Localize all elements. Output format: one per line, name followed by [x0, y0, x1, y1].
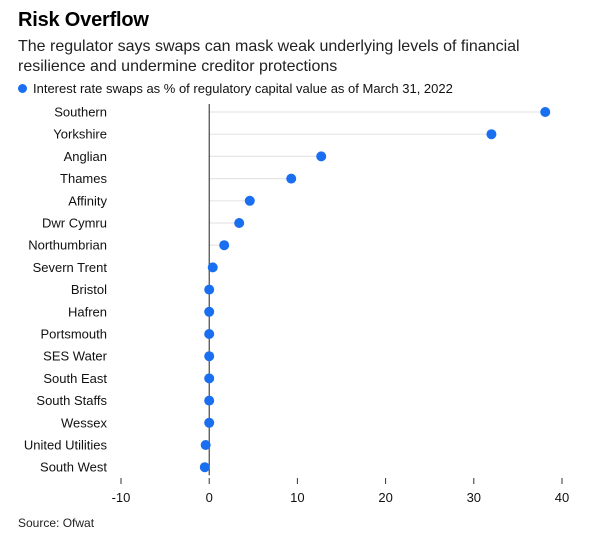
x-tick-label: 0	[206, 490, 213, 505]
chart-legend: Interest rate swaps as % of regulatory c…	[18, 81, 453, 96]
data-point	[540, 107, 551, 117]
category-label: Portsmouth	[41, 327, 107, 342]
data-point	[204, 306, 215, 317]
data-point	[219, 240, 230, 251]
legend-marker	[18, 84, 27, 93]
data-point	[200, 440, 211, 450]
data-point	[486, 129, 497, 140]
category-label: United Utilities	[24, 438, 108, 453]
lollipop-chart: Southern Yorkshire Anglian Thames Affinity Dw…	[24, 104, 569, 505]
x-tick-label: 30	[467, 490, 481, 505]
data-point	[234, 218, 245, 228]
chart-title: Risk Overflow	[18, 9, 149, 31]
data-point	[244, 195, 255, 206]
category-label: Dwr Cymru	[42, 216, 107, 231]
category-label: South Staffs	[36, 393, 107, 408]
category-label: Anglian	[64, 149, 107, 164]
data-point	[207, 262, 218, 273]
data-point	[204, 395, 215, 406]
category-label: Affinity	[68, 193, 107, 208]
data-point	[204, 284, 215, 295]
source-note: Source: Ofwat	[18, 516, 95, 530]
category-label: Thames	[60, 171, 107, 186]
data-point	[204, 351, 215, 362]
data-point	[286, 173, 297, 184]
category-label: Wessex	[61, 415, 107, 430]
x-tick-label: 20	[378, 490, 392, 505]
category-label: Bristol	[71, 282, 107, 297]
category-label: South West	[40, 460, 107, 475]
category-label: South East	[43, 371, 107, 386]
data-point	[204, 373, 215, 384]
x-tick-label: -10	[112, 490, 131, 505]
legend-label: Interest rate swaps as % of regulatory c…	[33, 81, 453, 96]
x-tick-label: 10	[290, 490, 304, 505]
category-label: Severn Trent	[33, 260, 108, 275]
data-point	[316, 151, 327, 162]
category-label: Yorkshire	[53, 127, 107, 142]
x-tick-label: 40	[555, 490, 569, 505]
category-label: SES Water	[43, 349, 107, 364]
data-point	[204, 417, 215, 428]
category-label: Hafren	[68, 304, 107, 319]
data-point	[204, 329, 215, 339]
category-label: Southern	[54, 105, 107, 120]
chart-subtitle: The regulator says swaps can mask weak u…	[18, 38, 520, 75]
category-label: Northumbrian	[28, 238, 107, 253]
data-point	[199, 462, 210, 473]
